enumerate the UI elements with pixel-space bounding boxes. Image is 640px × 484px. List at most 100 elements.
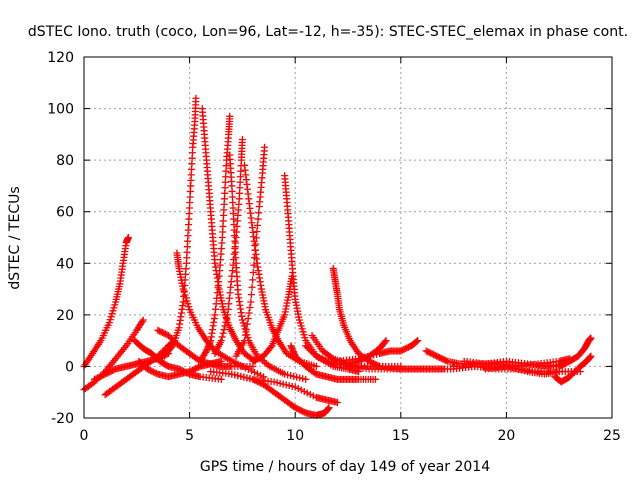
data-point [364, 352, 372, 360]
data-point [403, 344, 411, 352]
x-tick-label: 15 [392, 428, 410, 444]
data-point [243, 320, 251, 328]
data-point [288, 382, 296, 390]
series-11 [196, 112, 234, 365]
data-point [143, 365, 151, 373]
data-point [250, 254, 258, 262]
data-point [244, 315, 252, 323]
data-point [231, 371, 239, 379]
data-point [257, 354, 265, 362]
data-point [219, 329, 227, 337]
data-point [186, 368, 194, 376]
data-point [358, 354, 366, 362]
y-tick-label: 100 [47, 102, 74, 118]
data-point [149, 368, 157, 376]
data-point [253, 355, 261, 363]
data-point [246, 375, 254, 383]
data-point [217, 375, 225, 383]
data-point [287, 372, 295, 380]
data-point [434, 353, 442, 361]
data-point [254, 215, 262, 223]
data-point [145, 366, 153, 374]
data-point [146, 366, 154, 374]
data-point [240, 373, 248, 381]
data-point [160, 329, 168, 337]
data-point [422, 347, 430, 355]
series-19 [228, 370, 341, 407]
series-15 [232, 143, 269, 360]
data-point [192, 365, 200, 373]
data-point [152, 369, 160, 377]
data-point [300, 387, 308, 395]
data-point [433, 352, 441, 360]
data-point [333, 399, 341, 407]
data-point [404, 343, 412, 351]
data-point [400, 345, 408, 353]
data-point [560, 360, 568, 368]
y-tick-label: 0 [65, 359, 74, 375]
data-point [241, 364, 249, 372]
series-22 [302, 342, 447, 373]
y-axis-label: dSTEC / TECUs [7, 186, 23, 289]
data-point [290, 372, 298, 380]
data-point [312, 352, 320, 360]
data-point [238, 136, 246, 144]
x-axis-label: GPS time / hours of day 149 of year 2014 [200, 459, 490, 475]
data-point [248, 283, 256, 291]
series-29 [481, 362, 563, 378]
data-point [107, 367, 115, 375]
data-point [508, 364, 516, 372]
series-1 [80, 234, 132, 370]
data-point [242, 326, 250, 334]
data-point [296, 406, 304, 414]
data-point [138, 317, 146, 325]
data-point [109, 366, 117, 374]
y-tick-label: 80 [56, 153, 74, 169]
data-point [273, 379, 281, 387]
data-point [270, 378, 278, 386]
data-point [302, 375, 310, 383]
ticks: 0 5 10 15 20 25 -20 0 20 40 60 80 100 120 [47, 50, 621, 444]
data-point [253, 228, 261, 236]
data-point [563, 359, 571, 367]
data-point [555, 362, 563, 370]
data-point [317, 354, 325, 362]
data-point [91, 375, 99, 383]
data-point [439, 355, 447, 363]
y-tick-label: -20 [51, 411, 74, 427]
data-point [98, 372, 106, 380]
data-point [226, 112, 234, 120]
series-20 [287, 342, 379, 383]
data-point [234, 372, 242, 380]
data-point [401, 345, 409, 353]
data-point [106, 368, 114, 376]
data-point [371, 375, 379, 383]
data-point [328, 354, 336, 362]
data-point [228, 370, 236, 378]
data-point [246, 303, 254, 311]
y-tick-label: 40 [56, 256, 74, 272]
data-point [195, 363, 203, 371]
data-point [281, 370, 289, 378]
x-tick-label: 10 [286, 428, 304, 444]
data-point [296, 374, 304, 382]
data-point [425, 348, 433, 356]
data-point [238, 362, 246, 370]
data-point [190, 365, 198, 373]
data-point [370, 351, 378, 359]
data-point [312, 362, 320, 370]
data-point [241, 331, 249, 339]
data-point [249, 276, 257, 284]
data-point [428, 350, 436, 358]
data-point [250, 357, 258, 365]
data-point [237, 372, 245, 380]
data-point [222, 318, 230, 326]
data-point [424, 348, 432, 356]
data-point [320, 356, 328, 364]
data-point [250, 261, 258, 269]
data-point [558, 361, 566, 369]
data-point [250, 368, 258, 376]
series-31 [534, 334, 595, 370]
data-point [245, 309, 253, 317]
data-point [517, 366, 525, 374]
